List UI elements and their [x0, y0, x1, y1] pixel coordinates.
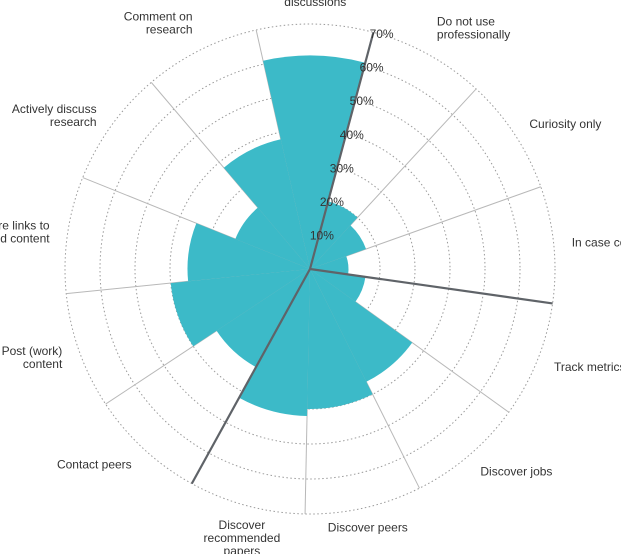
bar-post-work-content	[170, 269, 310, 347]
category-label-actively-discuss-research: Actively discuss research	[12, 102, 97, 129]
tick-label-60: 60%	[360, 61, 384, 75]
bar-do-not-use-professionally	[310, 201, 358, 269]
category-label-line: Discover	[219, 518, 266, 532]
category-label-track-metrics: Track metrics	[554, 360, 621, 374]
category-label-line: research	[146, 23, 193, 37]
category-label-discover-recommended-papers: Discover recommended papers	[204, 518, 281, 554]
bar-discover-recommended-papers	[239, 269, 310, 416]
category-label-follow-discussions: Followdiscussions	[284, 0, 346, 9]
bar-contact-peers	[216, 269, 310, 368]
category-label-post-work-content: Post (work) content	[2, 344, 63, 371]
bar-follow-discussions	[263, 55, 366, 270]
tick-label-70: 70%	[370, 27, 394, 41]
category-label-line: In case contacted	[572, 236, 621, 250]
tick-label-40: 40%	[340, 128, 364, 142]
tick-label-20: 20%	[320, 195, 344, 209]
category-label-share-links-to-authored-content: Share links toauthored content	[0, 219, 50, 246]
bar-actively-discuss-research	[235, 207, 310, 269]
grid-ring-70	[64, 23, 556, 515]
tick-label-50: 50%	[350, 94, 374, 108]
category-label-curiosity-only: Curiosity only	[529, 117, 601, 131]
category-label-line: Contact peers	[57, 457, 132, 471]
category-label-line: Post (work)	[2, 344, 63, 358]
category-label-line: Track metrics	[554, 360, 621, 374]
category-label-contact-peers: Contact peers	[57, 457, 132, 471]
bar-share-links-to-authored-content	[187, 223, 310, 282]
sector-spoke	[309, 268, 510, 413]
sector-spoke	[150, 82, 311, 270]
category-label-comment-on-research: Comment on research	[124, 10, 193, 37]
category-label-line: research	[50, 115, 97, 129]
category-label-discover-jobs: Discover jobs	[480, 464, 552, 478]
radial-axis-ticks: 10% 20% 30% 40% 50% 60% 70%	[310, 27, 394, 242]
category-label-in-case-contacted: In case contacted	[572, 236, 621, 250]
category-label-line: Discover jobs	[480, 464, 552, 478]
sector-spoke	[309, 268, 420, 489]
group-divider-track-metrics	[309, 267, 553, 305]
bar-track-metrics	[310, 269, 366, 302]
bar-discover-jobs	[310, 269, 413, 382]
tick-label-10: 10%	[310, 228, 334, 242]
group-dividers	[190, 32, 553, 485]
category-label-line: recommended	[204, 531, 281, 545]
category-label-line: discussions	[284, 0, 346, 9]
category-label-line: Curiosity only	[529, 117, 601, 131]
tick-label-30: 30%	[330, 161, 354, 175]
category-label-line: Comment on	[124, 10, 193, 24]
category-label-line: Actively discuss	[12, 102, 97, 116]
category-label-line: Share links to	[0, 219, 50, 233]
category-label-line: Do not use	[437, 15, 495, 29]
category-label-discover-peers: Discover peers	[328, 521, 408, 535]
bar-curiosity-only	[310, 225, 367, 269]
category-label-line: authored content	[0, 232, 50, 246]
category-label-do-not-use-professionally: Do not use professionally	[437, 15, 510, 42]
category-label-line: content	[23, 357, 63, 371]
category-label-line: professionally	[437, 28, 510, 42]
group-divider-do-not-use-professionally	[308, 32, 375, 270]
bar-discover-peers	[307, 269, 373, 409]
category-label-line: papers	[224, 544, 261, 554]
group-divider-contact-peers	[190, 268, 311, 485]
category-label-line: Discover peers	[328, 521, 408, 535]
grid-ring-40	[169, 128, 451, 410]
bars	[170, 55, 413, 416]
bar-comment-on-research	[223, 139, 310, 269]
